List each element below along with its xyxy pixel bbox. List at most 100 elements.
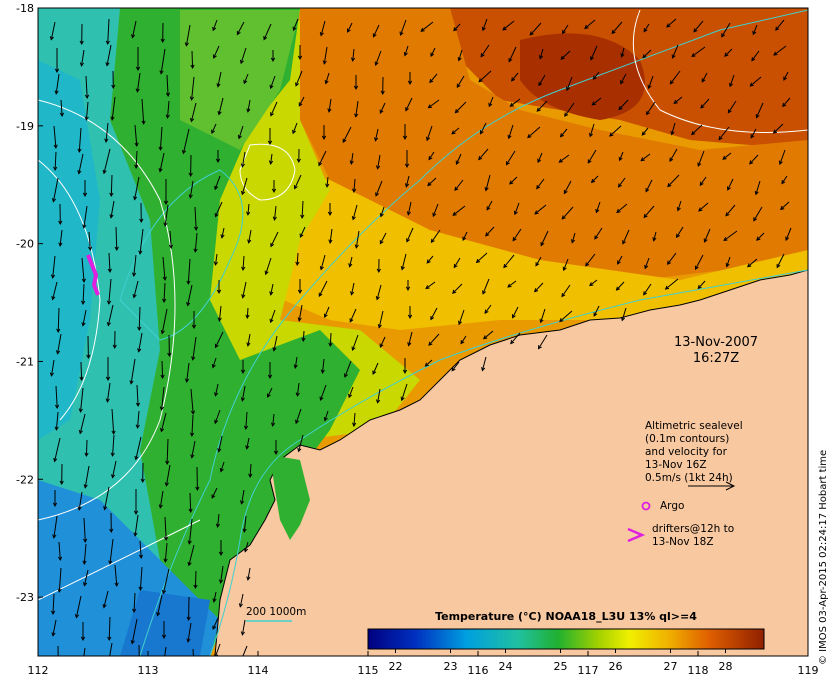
- velocity-arrow-head: [536, 107, 541, 112]
- velocity-arrow-head: [640, 157, 645, 162]
- velocity-arrow-head: [318, 292, 323, 298]
- velocity-arrow: [80, 387, 84, 412]
- velocity-arrow: [213, 45, 220, 59]
- velocity-arrow-head: [267, 140, 273, 146]
- velocity-arrow-head: [643, 28, 648, 33]
- velocity-arrow-head: [214, 213, 219, 218]
- velocity-arrow: [563, 180, 572, 194]
- velocity-arrow-head: [108, 658, 111, 661]
- velocity-arrow: [159, 152, 165, 172]
- velocity-arrow: [621, 47, 625, 57]
- velocity-arrow-head: [301, 337, 306, 343]
- velocity-arrow-head: [351, 346, 356, 351]
- velocity-arrow: [85, 439, 88, 457]
- velocity-arrow: [241, 619, 246, 635]
- velocity-arrow: [159, 126, 163, 150]
- velocity-arrow: [428, 99, 440, 109]
- velocity-arrow-head: [754, 190, 759, 196]
- velocity-arrow-head: [564, 112, 569, 117]
- velocity-arrow-head: [488, 102, 493, 108]
- velocity-arrow: [564, 102, 575, 117]
- velocity-arrow-head: [478, 78, 483, 83]
- velocity-arrow: [451, 127, 460, 135]
- velocity-arrow: [194, 232, 198, 252]
- velocity-arrow: [375, 180, 383, 196]
- velocity-arrow: [167, 100, 170, 118]
- velocity-arrow: [704, 228, 711, 243]
- velocity-arrow: [81, 49, 85, 66]
- velocity-arrow-head: [539, 55, 544, 60]
- velocity-arrow: [561, 206, 574, 220]
- velocity-arrow: [242, 281, 247, 298]
- velocity-arrow: [616, 203, 628, 213]
- velocity-arrow-head: [163, 222, 168, 227]
- velocity-arrow-head: [270, 422, 276, 427]
- velocity-arrow: [566, 76, 573, 91]
- velocity-arrow-head: [508, 57, 513, 63]
- velocity-arrow-head: [217, 110, 222, 116]
- velocity-arrow: [136, 72, 141, 92]
- velocity-arrow: [375, 128, 379, 141]
- velocity-arrow: [456, 153, 462, 165]
- velocity-arrow: [110, 174, 113, 197]
- velocity-arrow: [192, 336, 197, 360]
- velocity-arrow-head: [430, 52, 435, 58]
- velocity-arrow: [349, 256, 353, 267]
- velocity-arrow: [50, 21, 56, 40]
- velocity-arrow-head: [350, 57, 356, 62]
- velocity-arrow: [215, 201, 223, 217]
- drifter-marker: [627, 527, 646, 543]
- y-tick-label: -20: [16, 238, 34, 251]
- velocity-arrow-head: [453, 263, 458, 269]
- velocity-arrows: [49, 18, 792, 661]
- velocity-arrow: [242, 645, 248, 656]
- velocity-arrow: [83, 517, 86, 543]
- velocity-arrow-head: [781, 179, 786, 185]
- velocity-arrow: [429, 73, 438, 83]
- velocity-arrow: [187, 258, 191, 284]
- velocity-arrow: [217, 71, 222, 87]
- velocity-arrow-head: [647, 84, 652, 90]
- velocity-arrow: [584, 19, 596, 29]
- velocity-arrow: [326, 176, 329, 187]
- velocity-arrow: [729, 74, 735, 87]
- velocity-arrow: [667, 252, 677, 265]
- velocity-arrow: [103, 148, 111, 174]
- velocity-arrow: [379, 102, 386, 114]
- y-tick-label: -21: [16, 355, 34, 368]
- velocity-arrow-head: [54, 426, 59, 431]
- velocity-arrow-head: [78, 408, 83, 413]
- velocity-arrow-head: [211, 129, 215, 135]
- velocity-arrow: [55, 73, 60, 94]
- velocity-arrow-head: [195, 486, 200, 492]
- velocity-arrow-head: [82, 192, 88, 198]
- velocity-arrow-head: [297, 289, 303, 295]
- velocity-arrow: [529, 22, 542, 36]
- velocity-arrow-head: [725, 262, 730, 268]
- velocity-arrow: [164, 204, 169, 226]
- velocity-arrow-head: [187, 561, 192, 567]
- velocity-arrow: [274, 205, 277, 220]
- velocity-arrow-head: [106, 321, 111, 327]
- velocity-arrow: [699, 176, 707, 186]
- velocity-arrow-head: [160, 427, 165, 433]
- velocity-arrow: [267, 387, 273, 398]
- velocity-arrow-head: [697, 162, 702, 167]
- velocity-arrow: [560, 128, 568, 138]
- velocity-arrow-head: [721, 33, 726, 38]
- velocity-arrow-head: [299, 233, 304, 238]
- velocity-arrow-head: [562, 29, 566, 35]
- velocity-arrow: [54, 437, 61, 462]
- velocity-arrow: [509, 176, 518, 185]
- velocity-arrow: [527, 126, 541, 138]
- velocity-arrow-head: [429, 78, 434, 84]
- velocity-arrow: [378, 310, 384, 328]
- velocity-arrow-head: [240, 163, 245, 168]
- velocity-arrow-head: [349, 318, 354, 323]
- velocity-arrow-head: [190, 454, 195, 459]
- velocity-arrow: [185, 24, 191, 46]
- velocity-arrow: [245, 411, 248, 430]
- velocity-arrow-head: [220, 234, 225, 239]
- ssh-contour: [38, 99, 176, 521]
- velocity-arrow: [133, 592, 136, 613]
